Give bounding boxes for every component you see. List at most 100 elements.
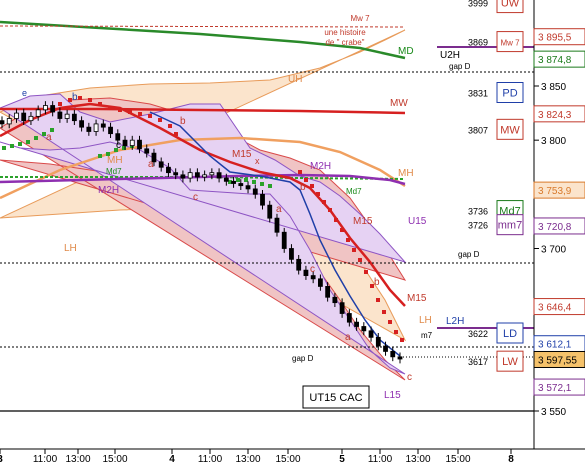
candle-body — [231, 180, 236, 184]
candle-body — [296, 258, 302, 271]
psar-red-square — [128, 110, 132, 114]
price-badge-label: 3 895,5 — [538, 33, 572, 44]
chart-title: UT15 CAC — [309, 392, 362, 404]
candle-body — [6, 118, 12, 125]
candle-body — [14, 112, 19, 119]
psar-red-square — [376, 298, 380, 302]
candle-body — [245, 185, 251, 190]
pivot-value: 3736 — [468, 207, 488, 217]
psar-red-square — [346, 238, 350, 242]
x-tick-label: 8 — [508, 454, 514, 465]
psar-green-square — [18, 142, 22, 146]
pivot-value: 3831 — [468, 89, 488, 99]
price-badge — [533, 181, 585, 199]
candle-body — [223, 177, 229, 182]
psar-green-square — [122, 146, 126, 150]
label-m15-a: M15 — [232, 149, 252, 160]
candle-body — [194, 172, 200, 178]
pivot-value: 3999 — [468, 0, 488, 9]
label-m15-b: M15 — [353, 216, 373, 227]
candle-body — [100, 123, 106, 128]
psar-red-square — [394, 330, 398, 334]
psar-green-square — [106, 152, 110, 156]
label-u2h: U2H — [440, 50, 460, 61]
md-line — [0, 20, 406, 60]
candle-body — [93, 123, 99, 132]
wave-label: c — [407, 372, 412, 383]
psar-green-square — [50, 128, 54, 132]
label-m2h-left: M2H — [98, 185, 119, 196]
x-tick-label: 11:00 — [33, 454, 58, 465]
candle-body — [79, 120, 84, 128]
crabe-annotation-line1: une histoire — [324, 28, 366, 37]
wave-label: a — [148, 159, 154, 170]
label-md7-left: Md7 — [106, 167, 122, 176]
price-badge-label: 3 612,1 — [538, 340, 572, 351]
pivot-value: 3807 — [468, 125, 488, 135]
pivot-tag-box — [496, 31, 524, 53]
pivot-tag: LD — [503, 328, 517, 340]
x-tick-label: 4 — [169, 454, 175, 465]
wave-label: a — [345, 332, 351, 343]
psar-green-square — [268, 184, 272, 188]
pivot-tag-box — [496, 118, 524, 140]
candle-body — [281, 231, 287, 249]
psar-red-square — [168, 124, 172, 128]
psar-red-square — [358, 258, 362, 262]
candle-body — [35, 109, 41, 117]
price-badges: 3 895,5 3 874,8 3 824,3 3 753,9 3 720,8 3 646… — [533, 28, 585, 396]
label-uh: UH — [288, 74, 302, 85]
candle-body — [325, 286, 331, 298]
price-badge-label: 3 597,55 — [538, 355, 577, 366]
psar-green-square — [10, 144, 14, 148]
candle-body — [375, 336, 381, 347]
label-md7-r: Md7 — [346, 187, 362, 196]
candle-body — [57, 111, 63, 119]
x-tick-label: 13:00 — [65, 454, 90, 465]
x-tick-label: 15:00 — [275, 454, 300, 465]
candle-body — [158, 161, 164, 168]
price-badge-label: 3 753,9 — [538, 186, 572, 197]
candle-body — [115, 133, 121, 141]
y-tick-label: 3 850 — [541, 82, 566, 93]
candle-body — [187, 172, 193, 179]
label-e: e — [22, 88, 27, 98]
price-badge — [533, 350, 585, 368]
candle-body — [122, 139, 128, 146]
price-badge-label: 3 824,3 — [538, 110, 572, 121]
candle-body — [274, 217, 280, 233]
candle-body — [260, 193, 265, 206]
candle-body — [317, 278, 323, 287]
x-axis-ticks: 3 11:00 13:00 15:00 4 11:00 13:00 15:00 5 11:00 13… — [0, 449, 514, 465]
x-tick-label: 3 — [0, 454, 3, 465]
psar-red-square — [382, 310, 386, 314]
label-gapd-top: gap D — [449, 62, 471, 71]
psar-red-square — [78, 96, 82, 100]
pivot-value: 3622 — [468, 329, 488, 339]
candle-body — [21, 112, 27, 122]
psar-red-square — [148, 114, 152, 118]
candle-body — [383, 345, 388, 352]
psar-red-square — [118, 108, 122, 112]
psar-red-square — [158, 118, 162, 122]
candle-body — [216, 172, 222, 179]
pivot-tag: MW — [500, 124, 520, 136]
x-tick-label: 15:00 — [445, 454, 470, 465]
psar-red-square — [58, 102, 62, 106]
candle-body — [354, 321, 359, 327]
price-badge — [533, 217, 585, 235]
psar-red-square — [400, 338, 404, 342]
price-badge-label: 3 874,8 — [538, 55, 572, 66]
m15-fast-line — [149, 111, 401, 357]
psar-green-square — [34, 136, 38, 140]
psar-red-square — [108, 106, 112, 110]
candle-body — [180, 174, 186, 179]
candle-body — [28, 115, 34, 122]
label-u15: U15 — [408, 216, 427, 227]
wave-labels: a b c a b c a b c a b c — [46, 92, 412, 383]
psar-red-square — [340, 228, 344, 232]
candle-body — [267, 204, 273, 219]
candle-body — [397, 356, 403, 360]
candles — [0, 101, 403, 364]
pivot-tag-box — [496, 214, 524, 236]
